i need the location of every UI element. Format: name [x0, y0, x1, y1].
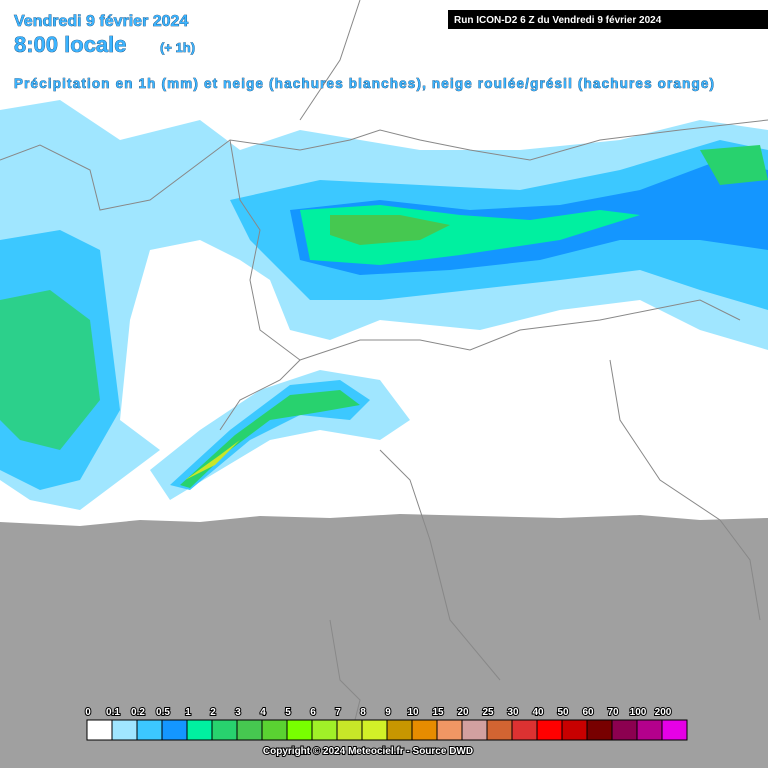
precipitation	[0, 100, 768, 510]
legend-label: 0.1	[106, 707, 120, 718]
out-of-domain	[0, 514, 768, 768]
legend-label: 30	[507, 707, 519, 718]
legend-swatch	[386, 719, 413, 741]
legend-swatch	[586, 719, 613, 741]
legend-label: 70	[607, 707, 619, 718]
date: Vendredi 9 février 2024	[14, 13, 188, 30]
legend-label: 10	[407, 707, 419, 718]
legend-swatch	[111, 719, 138, 741]
legend-label: 25	[482, 707, 494, 718]
legend-swatch	[311, 719, 338, 741]
legend-swatch	[436, 719, 463, 741]
legend-label: 9	[385, 707, 391, 718]
legend: 0 0.1 0.2 0.5 1 2 3 4 5 6 7 8 9 10 15 20 25 30 40 50 60 70 100…	[84, 706, 688, 741]
legend-label: 6	[310, 707, 316, 718]
legend-label: 2	[210, 707, 216, 718]
legend-label: 3	[235, 707, 241, 718]
legend-swatch	[261, 719, 288, 741]
run-box	[448, 10, 768, 29]
legend-swatch	[161, 719, 188, 741]
legend-label: 0.2	[131, 707, 145, 718]
legend-swatch	[486, 719, 513, 741]
legend-label: 15	[432, 707, 444, 718]
legend-label: 50	[557, 707, 569, 718]
legend-label: 100	[630, 707, 647, 718]
legend-swatch	[86, 719, 113, 741]
legend-swatch	[336, 719, 363, 741]
subtitle: Précipitation en 1h (mm) et neige (hachu…	[14, 76, 714, 91]
legend-swatch	[461, 719, 488, 741]
legend-swatch	[286, 719, 313, 741]
legend-swatch	[511, 719, 538, 741]
run-label: Run ICON-D2 6 Z du Vendredi 9 février 20…	[454, 15, 662, 26]
legend-swatch	[411, 719, 438, 741]
legend-label: 0	[85, 707, 91, 718]
legend-swatch	[536, 719, 563, 741]
legend-label: 5	[285, 707, 291, 718]
legend-swatch	[236, 719, 263, 741]
legend-label: 200	[655, 707, 672, 718]
legend-label: 0.5	[156, 707, 170, 718]
legend-label: 8	[360, 707, 366, 718]
legend-swatch	[661, 719, 688, 741]
offset: (+ 1h)	[160, 40, 195, 55]
legend-swatch	[136, 719, 163, 741]
copyright: Copyright © 2024 Meteociel.fr - Source D…	[263, 746, 473, 757]
legend-swatch	[561, 719, 588, 741]
legend-label: 20	[457, 707, 469, 718]
time: 8:00 locale	[14, 32, 127, 57]
legend-swatch	[186, 719, 213, 741]
legend-label: 1	[185, 707, 191, 718]
legend-swatch	[636, 719, 663, 741]
legend-label: 4	[260, 707, 266, 718]
legend-swatch	[211, 719, 238, 741]
legend-label: 40	[532, 707, 544, 718]
legend-swatch	[611, 719, 638, 741]
legend-swatch	[361, 719, 388, 741]
legend-label: 60	[582, 707, 594, 718]
legend-label: 7	[335, 707, 341, 718]
